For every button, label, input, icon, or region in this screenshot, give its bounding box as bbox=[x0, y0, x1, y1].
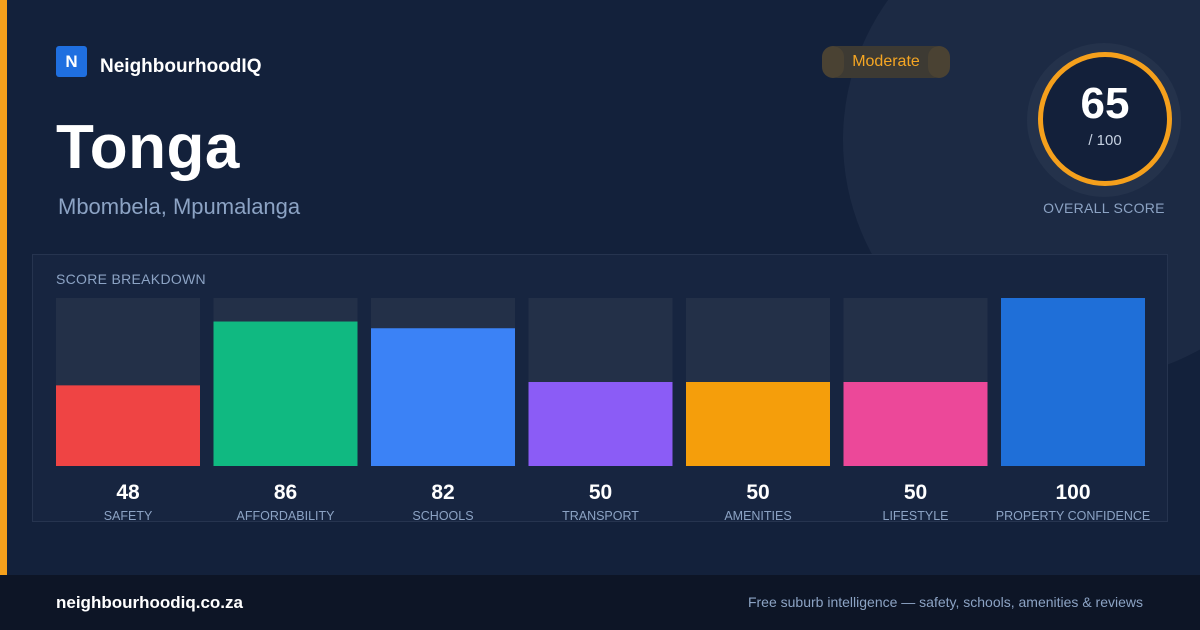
region-subtitle: Mbombela, Mpumalanga bbox=[58, 194, 301, 219]
overall-score-label: OVERALL SCORE bbox=[1043, 200, 1165, 216]
overall-score-max: / 100 bbox=[1088, 132, 1122, 149]
suburb-title: Tonga bbox=[56, 113, 240, 182]
footer-url: neighbourhoodiq.co.za bbox=[56, 593, 243, 612]
rating-label: Moderate bbox=[852, 53, 920, 70]
score-breakdown-panel bbox=[32, 254, 1168, 522]
accent-bar bbox=[0, 0, 7, 575]
score-ring bbox=[1038, 52, 1172, 186]
footer bbox=[0, 575, 1200, 630]
footer-tagline: Free suburb intelligence — safety, schoo… bbox=[747, 594, 1143, 610]
brand-name: NeighbourhoodIQ bbox=[100, 56, 262, 77]
overall-score-value: 65 bbox=[1080, 79, 1130, 128]
breakdown-title: SCORE BREAKDOWN bbox=[56, 271, 206, 287]
logo-icon: N bbox=[56, 46, 87, 77]
rating-badge: Moderate bbox=[822, 46, 950, 78]
